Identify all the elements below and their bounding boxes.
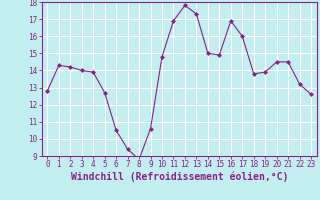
X-axis label: Windchill (Refroidissement éolien,°C): Windchill (Refroidissement éolien,°C) xyxy=(70,172,288,182)
